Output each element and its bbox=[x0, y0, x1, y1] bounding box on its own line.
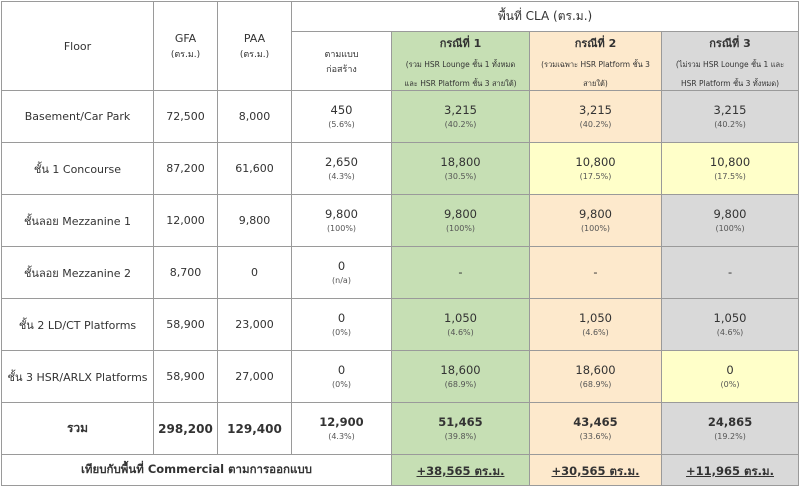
comparison-case2: +30,565 ตร.ม. bbox=[529, 454, 662, 486]
comparison-row: เทียบกับพื้นที่ Commercial ตามการออกแบบ … bbox=[1, 454, 800, 486]
asbuilt-cell: 0 (n/a) bbox=[291, 246, 392, 299]
header-gfa: GFA (ตร.ม.) bbox=[153, 1, 218, 91]
case3-cell: - bbox=[660, 246, 800, 299]
gfa-value: 72,500 bbox=[153, 90, 218, 143]
gfa-value: 87,200 bbox=[153, 142, 218, 195]
comparison-case1: +38,565 ตร.ม. bbox=[391, 454, 530, 486]
table-row: ชั้น 2 LD/CT Platforms 58,900 23,000 0 (0… bbox=[1, 298, 800, 351]
comparison-case3: +11,965 ตร.ม. bbox=[660, 454, 800, 486]
paa-value: 9,800 bbox=[217, 194, 292, 247]
header-case-1: กรณีที่ 1 (รวม HSR Lounge ชั้น 1 ทั้งหมดแ… bbox=[391, 31, 530, 91]
floor-name: ชั้น 3 HSR/ARLX Platforms bbox=[1, 350, 154, 403]
case3-cell: 1,050 (4.6%) bbox=[660, 298, 800, 351]
floor-name: ชั้นลอย Mezzanine 2 bbox=[1, 246, 154, 299]
case1-cell: - bbox=[391, 246, 530, 299]
header-asbuilt: ตามแบบ ก่อสร้าง bbox=[291, 31, 392, 91]
case1-cell: 3,215 (40.2%) bbox=[391, 90, 530, 143]
case3-cell: 9,800 (100%) bbox=[660, 194, 800, 247]
case1-cell: 9,800 (100%) bbox=[391, 194, 530, 247]
total-case1: 51,465 (39.8%) bbox=[391, 402, 530, 455]
paa-value: 8,000 bbox=[217, 90, 292, 143]
case3-cell: 3,215 (40.2%) bbox=[660, 90, 800, 143]
table-row: ชั้นลอย Mezzanine 2 8,700 0 0 (n/a) - - - bbox=[1, 246, 800, 299]
case2-cell: 1,050 (4.6%) bbox=[529, 298, 662, 351]
gfa-value: 58,900 bbox=[153, 350, 218, 403]
floor-name: ชั้นลอย Mezzanine 1 bbox=[1, 194, 154, 247]
total-paa: 129,400 bbox=[217, 402, 292, 455]
total-row: รวม 298,200 129,400 12,900 (4.3%) 51,465(… bbox=[1, 402, 800, 455]
floor-name: ชั้น 2 LD/CT Platforms bbox=[1, 298, 154, 351]
header-paa: PAA (ตร.ม.) bbox=[217, 1, 292, 91]
floor-name: ชั้น 1 Concourse bbox=[1, 142, 154, 195]
total-case3: 24,865 (19.2%) bbox=[660, 402, 800, 455]
floor-name: Basement/Car Park bbox=[1, 90, 154, 143]
paa-value: 27,000 bbox=[217, 350, 292, 403]
total-case2: 43,465 (33.6%) bbox=[529, 402, 662, 455]
asbuilt-cell: 2,650 (4.3%) bbox=[291, 142, 392, 195]
case2-cell: 3,215 (40.2%) bbox=[529, 90, 662, 143]
header-floor: Floor bbox=[1, 1, 154, 91]
table-row: ชั้น 1 Concourse 87,200 61,600 2,650 (4.3… bbox=[1, 142, 800, 195]
paa-value: 61,600 bbox=[217, 142, 292, 195]
asbuilt-cell: 450 (5.6%) bbox=[291, 90, 392, 143]
case2-cell: - bbox=[529, 246, 662, 299]
total-gfa: 298,200 bbox=[153, 402, 218, 455]
header-cla-group: พื้นที่ CLA (ตร.ม.) bbox=[290, 1, 800, 32]
gfa-value: 58,900 bbox=[153, 298, 218, 351]
case1-cell: 1,050 (4.6%) bbox=[391, 298, 530, 351]
comparison-label: เทียบกับพื้นที่ Commercial ตามการออกแบบ bbox=[1, 454, 392, 486]
header-case-2: กรณีที่ 2 (รวมเฉพาะ HSR Platform ชั้น 3 สา… bbox=[529, 31, 662, 91]
asbuilt-cell: 0 (0%) bbox=[291, 350, 392, 403]
paa-value: 0 bbox=[217, 246, 292, 299]
gfa-value: 8,700 bbox=[153, 246, 218, 299]
table-row: ชั้นลอย Mezzanine 1 12,000 9,800 9,800 (1… bbox=[1, 194, 800, 247]
table-row: Basement/Car Park 72,500 8,000 450 (5.6%)… bbox=[1, 90, 800, 143]
case1-cell: 18,800 (30.5%) bbox=[391, 142, 530, 195]
case1-cell: 18,600 (68.9%) bbox=[391, 350, 530, 403]
case2-cell: 18,600 (68.9%) bbox=[529, 350, 662, 403]
header-case-3: กรณีที่ 3 (ไม่รวม HSR Lounge ชั้น 1 และ HS… bbox=[660, 31, 800, 91]
total-label: รวม bbox=[1, 402, 154, 455]
case3-cell: 10,800 (17.5%) bbox=[660, 142, 800, 195]
case3-cell: 0 (0%) bbox=[660, 350, 800, 403]
table-row: ชั้น 3 HSR/ARLX Platforms 58,900 27,000 … bbox=[1, 350, 800, 403]
case2-cell: 9,800 (100%) bbox=[529, 194, 662, 247]
asbuilt-cell: 0 (0%) bbox=[291, 298, 392, 351]
total-asbuilt: 12,900 (4.3%) bbox=[291, 402, 392, 455]
gfa-value: 12,000 bbox=[153, 194, 218, 247]
asbuilt-cell: 9,800 (100%) bbox=[291, 194, 392, 247]
paa-value: 23,000 bbox=[217, 298, 292, 351]
case2-cell: 10,800 (17.5%) bbox=[529, 142, 662, 195]
